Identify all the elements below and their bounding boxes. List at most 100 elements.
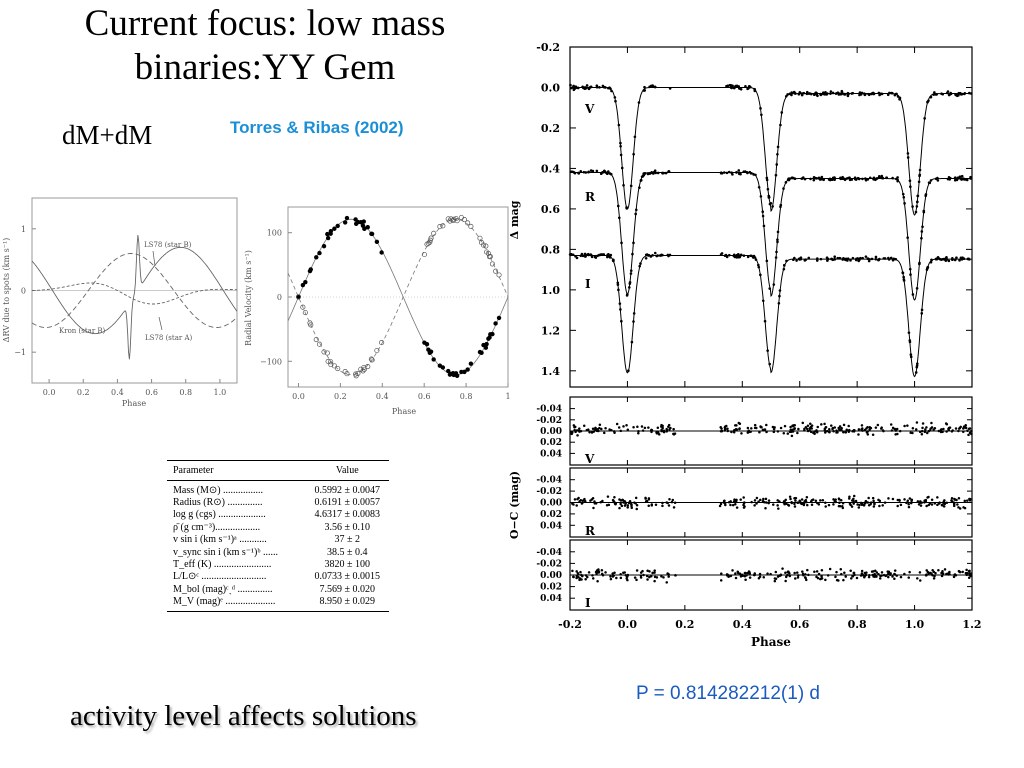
light-point-i (778, 294, 781, 298)
rv-point-primary (332, 226, 337, 231)
residual-point (957, 506, 960, 509)
residual-point (863, 575, 866, 579)
rv-point-primary (446, 368, 451, 374)
y-tick-label: 0.02 (540, 438, 562, 448)
residual-point (842, 578, 845, 582)
light-point-v (932, 93, 935, 96)
residual-point (890, 429, 894, 432)
x-tick-label: 0.2 (334, 392, 347, 401)
residual-point (833, 426, 837, 429)
residual-point (919, 504, 923, 507)
light-point-i (830, 257, 834, 261)
residual-point (888, 572, 892, 576)
residual-point (626, 573, 630, 577)
rv-point-secondary (307, 320, 313, 326)
residual-point (826, 574, 830, 577)
light-point-i (632, 312, 636, 315)
residual-point (730, 430, 733, 434)
residual-point (823, 422, 826, 426)
residual-point (660, 428, 663, 432)
light-point-i (803, 259, 807, 262)
light-point-i (795, 259, 798, 262)
residual-point (576, 434, 579, 437)
x-tick-label: 0.2 (77, 388, 90, 397)
residual-point (637, 429, 640, 433)
residual-point (839, 499, 843, 502)
residual-point (598, 426, 601, 430)
residual-point (928, 571, 932, 575)
light-point-r (848, 178, 852, 182)
residual-point (641, 429, 645, 432)
residual-point (639, 576, 643, 579)
residual-point (743, 501, 746, 504)
light-point-i (908, 339, 912, 342)
light-point-v (583, 86, 587, 89)
residual-point (905, 501, 908, 505)
light-point-r (761, 210, 765, 213)
rv-point-secondary (440, 223, 446, 229)
residual-point (911, 426, 915, 430)
residual-point (667, 573, 670, 576)
residual-point (619, 429, 622, 433)
residual-point (815, 575, 818, 579)
residual-point (723, 502, 727, 505)
table-row: Radius (R⊙) .............. 0.6191 ± 0.005… (167, 496, 389, 508)
y-tick-label: 0.04 (540, 449, 562, 459)
rv-point-secondary (321, 349, 327, 355)
residual-point (953, 497, 956, 501)
residual-point (968, 572, 972, 575)
residual-point (762, 497, 765, 501)
residual-point (906, 499, 910, 502)
light-point-v (744, 85, 747, 88)
residual-point (946, 572, 950, 575)
light-point-r (901, 192, 905, 196)
residual-point (860, 424, 864, 427)
light-point-v (619, 141, 622, 145)
residual-point (602, 431, 606, 435)
rv-point-primary (307, 268, 313, 274)
residual-point (934, 571, 937, 575)
residual-point (807, 573, 810, 577)
light-point-i (935, 257, 938, 261)
residual-point (942, 505, 946, 508)
residual-point (742, 496, 745, 499)
light-point-i (589, 253, 593, 256)
residual-point (726, 427, 729, 430)
param-name: Radius (R⊙) .............. (173, 497, 263, 509)
y-tick-label: 0 (21, 287, 26, 296)
y-tick-label: -0.2 (536, 41, 560, 54)
residual-point (952, 503, 956, 506)
light-point-i (955, 256, 958, 259)
residual-point (800, 502, 803, 506)
residual-point (880, 571, 884, 574)
light-point-v (872, 92, 876, 96)
rv-point-secondary (316, 341, 323, 347)
rv-point-primary (314, 255, 319, 260)
residual-point (933, 502, 937, 505)
light-point-v (572, 84, 575, 88)
residual-point (583, 500, 587, 503)
light-point-r (908, 267, 912, 271)
residual-point (871, 573, 874, 577)
residual-point (645, 574, 649, 578)
residual-point (930, 498, 934, 502)
residual-point (644, 497, 647, 500)
light-point-r (833, 177, 836, 181)
residual-point (893, 573, 897, 576)
residual-point (572, 575, 575, 579)
residual-point (758, 431, 761, 434)
light-point-r (609, 172, 613, 176)
residual-point (847, 430, 851, 434)
residual-point (872, 505, 876, 508)
residual-point (640, 425, 644, 428)
residual-point (891, 575, 894, 578)
rv-point-primary (365, 225, 370, 230)
residual-point (662, 430, 665, 433)
residual-point (757, 500, 760, 503)
residual-point (732, 430, 736, 434)
residual-point (870, 570, 874, 573)
residual-point (823, 431, 827, 434)
residual-point (794, 499, 797, 502)
light-point-i (571, 253, 575, 257)
rv-point-primary (353, 221, 359, 226)
